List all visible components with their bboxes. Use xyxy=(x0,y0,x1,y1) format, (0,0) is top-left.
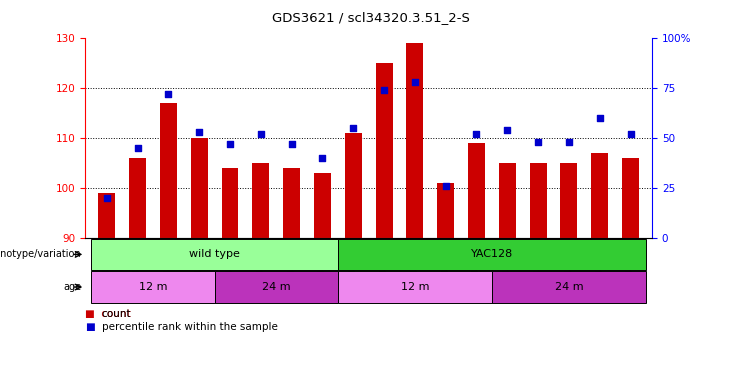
Bar xyxy=(468,143,485,238)
Text: GDS3621 / scl34320.3.51_2-S: GDS3621 / scl34320.3.51_2-S xyxy=(271,12,470,25)
Bar xyxy=(591,153,608,238)
Bar xyxy=(622,158,639,238)
Bar xyxy=(406,43,423,238)
Text: 24 m: 24 m xyxy=(262,282,290,292)
Point xyxy=(594,115,605,121)
Point xyxy=(502,127,514,133)
Bar xyxy=(530,163,547,238)
Text: genotype/variation: genotype/variation xyxy=(0,249,82,260)
Bar xyxy=(283,168,300,238)
Text: count: count xyxy=(102,309,131,319)
Point xyxy=(563,139,575,145)
Point xyxy=(532,139,544,145)
Bar xyxy=(314,173,331,238)
Bar xyxy=(222,168,239,238)
Text: ■  count: ■ count xyxy=(85,309,131,319)
Point xyxy=(286,141,298,147)
Point xyxy=(378,87,390,93)
Bar xyxy=(560,163,577,238)
Point xyxy=(439,183,451,189)
Point xyxy=(625,131,637,137)
Bar xyxy=(91,239,338,270)
Bar xyxy=(99,193,116,238)
Bar xyxy=(129,158,146,238)
Bar xyxy=(437,183,454,238)
Bar xyxy=(160,103,177,238)
Point xyxy=(162,91,174,98)
Point xyxy=(471,131,482,137)
Point xyxy=(316,155,328,161)
Point xyxy=(255,131,267,137)
Text: YAC128: YAC128 xyxy=(471,249,513,260)
Text: percentile rank within the sample: percentile rank within the sample xyxy=(102,322,277,332)
Bar xyxy=(345,133,362,238)
Bar xyxy=(338,271,492,303)
Bar xyxy=(338,239,646,270)
Point xyxy=(409,79,421,85)
Bar xyxy=(499,163,516,238)
Bar xyxy=(376,63,393,238)
Bar xyxy=(190,138,207,238)
Bar xyxy=(253,163,269,238)
Point xyxy=(224,141,236,147)
Text: wild type: wild type xyxy=(189,249,240,260)
Point xyxy=(132,145,144,151)
Text: 12 m: 12 m xyxy=(139,282,167,292)
Text: 24 m: 24 m xyxy=(554,282,583,292)
Bar xyxy=(215,271,338,303)
Point xyxy=(348,125,359,131)
Text: ■: ■ xyxy=(85,322,95,332)
Text: age: age xyxy=(64,282,82,292)
Bar xyxy=(492,271,646,303)
Point xyxy=(193,129,205,135)
Point xyxy=(101,195,113,201)
Text: 12 m: 12 m xyxy=(401,282,429,292)
Bar xyxy=(91,271,215,303)
